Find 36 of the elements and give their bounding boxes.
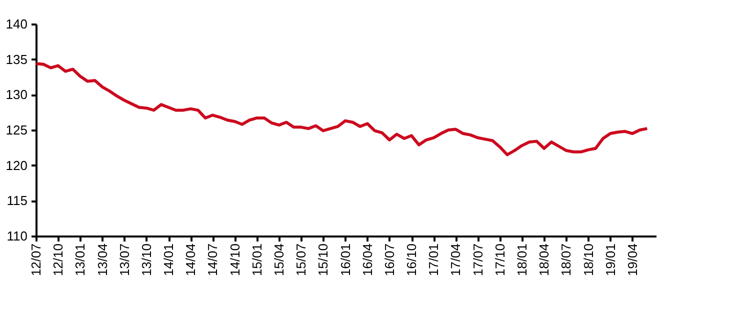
x-tick-label: 13/07 <box>116 244 132 276</box>
x-tick-label: 18/07 <box>558 244 574 276</box>
x-tick-label: 16/10 <box>404 244 420 276</box>
x-tick-label: 18/01 <box>514 244 530 276</box>
x-tick-label: 17/04 <box>448 244 464 276</box>
x-tick-label: 17/07 <box>470 244 486 276</box>
x-tick-label: 15/07 <box>294 244 309 276</box>
x-tick-label: 14/04 <box>183 244 198 276</box>
x-tick-label: 13/10 <box>138 244 154 276</box>
x-tick-label: 18/10 <box>580 244 596 276</box>
x-tick-label: 19/04 <box>624 244 640 276</box>
x-tick-label: 18/04 <box>536 244 552 276</box>
x-tick-label: 13/01 <box>72 244 88 276</box>
x-tick-label: 15/10 <box>316 244 331 276</box>
x-tick-label: 12/07 <box>28 244 44 276</box>
x-tick-label: 16/01 <box>338 244 353 276</box>
y-tick-label: 130 <box>6 87 28 102</box>
line-series <box>34 62 649 156</box>
x-tick-label: 13/04 <box>94 244 110 276</box>
y-tick-label: 135 <box>6 52 28 67</box>
y-tick-label: 120 <box>6 158 28 173</box>
x-tick-label: 14/10 <box>227 244 242 276</box>
x-tick-label: 17/01 <box>426 244 442 276</box>
y-tick-label: 115 <box>6 193 28 208</box>
y-tick-label: 110 <box>6 228 28 244</box>
x-tick-label: 19/01 <box>602 244 618 276</box>
x-tick-label: 16/07 <box>382 244 397 276</box>
x-tick-label: 14/01 <box>161 244 176 276</box>
y-tick-label: 140 <box>6 16 28 32</box>
x-tick-label: 17/10 <box>492 244 508 276</box>
x-tick-label: 15/04 <box>271 244 286 276</box>
x-tick-label: 15/01 <box>249 244 264 276</box>
y-tick-label: 125 <box>6 122 28 138</box>
x-tick-label: 14/07 <box>205 244 220 276</box>
x-tick-label: 12/10 <box>50 244 66 276</box>
x-tick-label: 16/04 <box>360 244 375 276</box>
